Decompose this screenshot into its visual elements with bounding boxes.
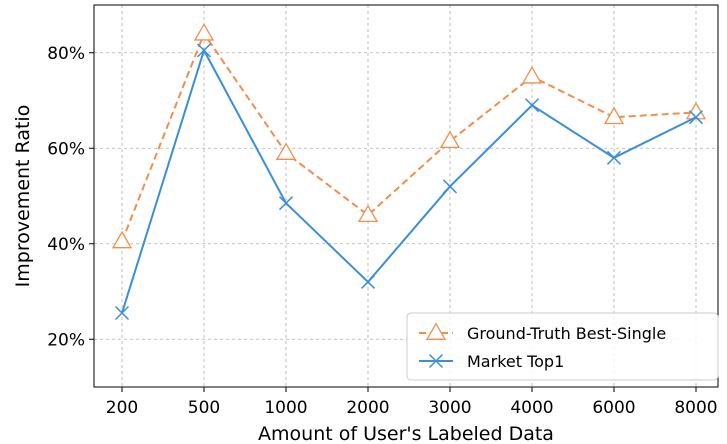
series-1 bbox=[111, 23, 707, 249]
legend-label: Market Top1 bbox=[467, 352, 564, 371]
series-2 bbox=[114, 43, 704, 321]
y-tick-label: 40% bbox=[47, 235, 85, 255]
data-point-x bbox=[524, 98, 540, 113]
y-tick-label: 20% bbox=[47, 330, 85, 350]
series-line bbox=[121, 31, 697, 242]
x-tick-label: 500 bbox=[188, 398, 220, 418]
data-point-x bbox=[196, 43, 212, 58]
data-point-triangle bbox=[685, 101, 707, 120]
x-tick-label: 3000 bbox=[428, 398, 471, 418]
y-axis-label: Improvement Ratio bbox=[12, 105, 34, 288]
x-tick-label: 6000 bbox=[592, 398, 635, 418]
data-point-triangle bbox=[603, 106, 625, 125]
plot-area-frame bbox=[93, 4, 719, 388]
legend: Ground-Truth Best-Single Market Top1 bbox=[406, 312, 719, 381]
series-line bbox=[121, 47, 697, 314]
y-tick-label: 60% bbox=[47, 139, 85, 159]
data-point-triangle bbox=[275, 142, 297, 160]
x-axis-ticks: 200 500 1000 2000 3000 4000 6000 8000 bbox=[106, 387, 718, 418]
data-point-x bbox=[606, 150, 622, 165]
data-point-x bbox=[688, 110, 704, 125]
data-point-triangle bbox=[357, 204, 379, 223]
legend-box bbox=[406, 312, 719, 381]
data-point-x bbox=[360, 274, 376, 289]
data-point-triangle bbox=[193, 23, 215, 41]
y-tick-label: 80% bbox=[47, 44, 85, 64]
series-layer bbox=[111, 23, 707, 321]
legend-label: Ground-Truth Best-Single bbox=[467, 324, 666, 343]
data-point-x bbox=[278, 196, 294, 211]
data-point-x bbox=[114, 305, 130, 321]
x-tick-label: 1000 bbox=[264, 398, 307, 418]
x-axis-label: Amount of User's Labeled Data bbox=[258, 423, 554, 444]
legend-swatch-marker bbox=[428, 353, 444, 369]
data-point-x bbox=[442, 179, 458, 194]
legend-swatch-marker bbox=[425, 322, 447, 340]
x-tick-label: 8000 bbox=[674, 398, 717, 418]
x-tick-label: 2000 bbox=[346, 398, 389, 418]
data-point-triangle bbox=[111, 230, 133, 249]
data-point-triangle bbox=[439, 130, 461, 149]
y-axis-ticks: 20% 40% 60% 80% bbox=[47, 44, 94, 350]
x-tick-label: 200 bbox=[106, 398, 138, 418]
x-tick-label: 4000 bbox=[510, 398, 553, 418]
data-point-triangle bbox=[521, 66, 543, 84]
